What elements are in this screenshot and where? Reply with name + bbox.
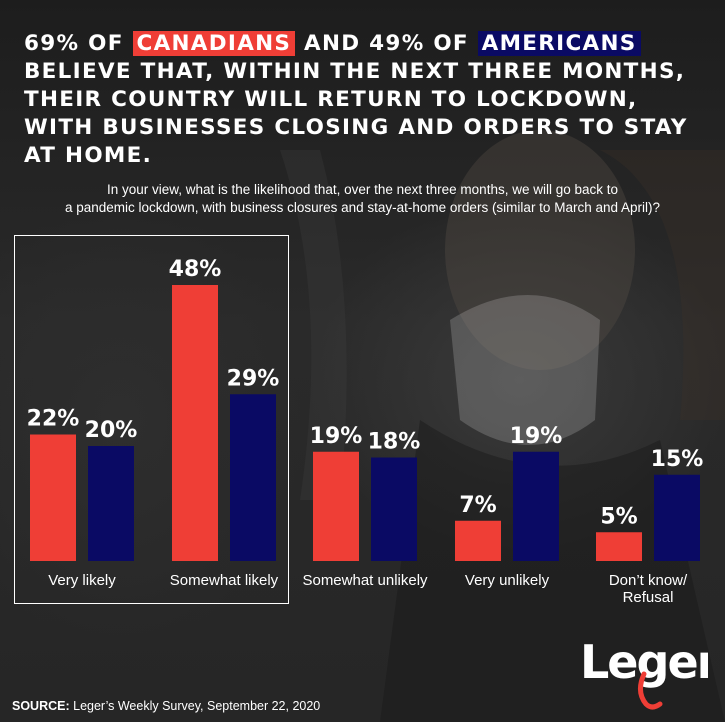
bar-somewhat-likely-s1 — [172, 285, 218, 561]
source-label: SOURCE: — [12, 699, 70, 713]
bar-somewhat-unlikely-s1 — [313, 451, 359, 561]
data-label-very-likely-s1: 22% — [27, 407, 80, 432]
source-text: Leger’s Weekly Survey, September 22, 202… — [69, 699, 321, 713]
data-label-very-unlikely-s2: 19% — [510, 424, 563, 449]
question-line-2: a pandemic lockdown, with business closu… — [64, 200, 660, 215]
headline-part1: 69% of — [24, 31, 133, 56]
data-label-very-unlikely-s1: 7% — [459, 493, 496, 518]
bar-somewhat-likely-s2 — [230, 394, 276, 561]
question-line-1: In your view, what is the likelihood tha… — [106, 182, 619, 197]
bar-very-unlikely-s1 — [455, 520, 501, 561]
headline-americans: Americans — [477, 31, 641, 56]
data-label-very-likely-s2: 20% — [85, 418, 138, 443]
headline: 69% of Canadians and 49% of Americans be… — [24, 30, 714, 170]
category-label-very-likely: Very likely — [48, 572, 116, 589]
data-label-don-t-know-refusal-s2: 15% — [651, 447, 704, 472]
headline-part2: and 49% of — [295, 31, 478, 56]
bar-don-t-know-refusal-s2 — [654, 474, 700, 561]
source-note: SOURCE: Leger’s Weekly Survey, September… — [12, 699, 320, 713]
data-label-somewhat-unlikely-s1: 19% — [310, 424, 363, 449]
survey-question: In your view, what is the likelihood tha… — [0, 181, 725, 217]
data-label-somewhat-likely-s2: 29% — [227, 366, 280, 391]
headline-part3: believe that, within the next three mont… — [24, 59, 688, 168]
category-label-somewhat-likely: Somewhat likely — [170, 572, 279, 589]
bar-very-likely-s2 — [88, 446, 134, 561]
leger-logo: Leger — [580, 635, 708, 710]
category-label-somewhat-unlikely: Somewhat unlikely — [302, 572, 428, 589]
bar-very-likely-s1 — [30, 434, 76, 561]
data-label-don-t-know-refusal-s1: 5% — [600, 504, 637, 529]
bar-don-t-know-refusal-s1 — [596, 532, 642, 561]
headline-canadians: Canadians — [132, 31, 296, 56]
data-label-somewhat-likely-s1: 48% — [169, 257, 222, 282]
likely-highlight-box — [14, 235, 289, 604]
data-label-somewhat-unlikely-s2: 18% — [368, 430, 421, 455]
category-label-don-t-know-refusal: Don’t know/Refusal — [609, 572, 688, 606]
category-label-very-unlikely: Very unlikely — [465, 572, 550, 589]
bar-somewhat-unlikely-s2 — [371, 457, 417, 561]
bar-very-unlikely-s2 — [513, 451, 559, 561]
